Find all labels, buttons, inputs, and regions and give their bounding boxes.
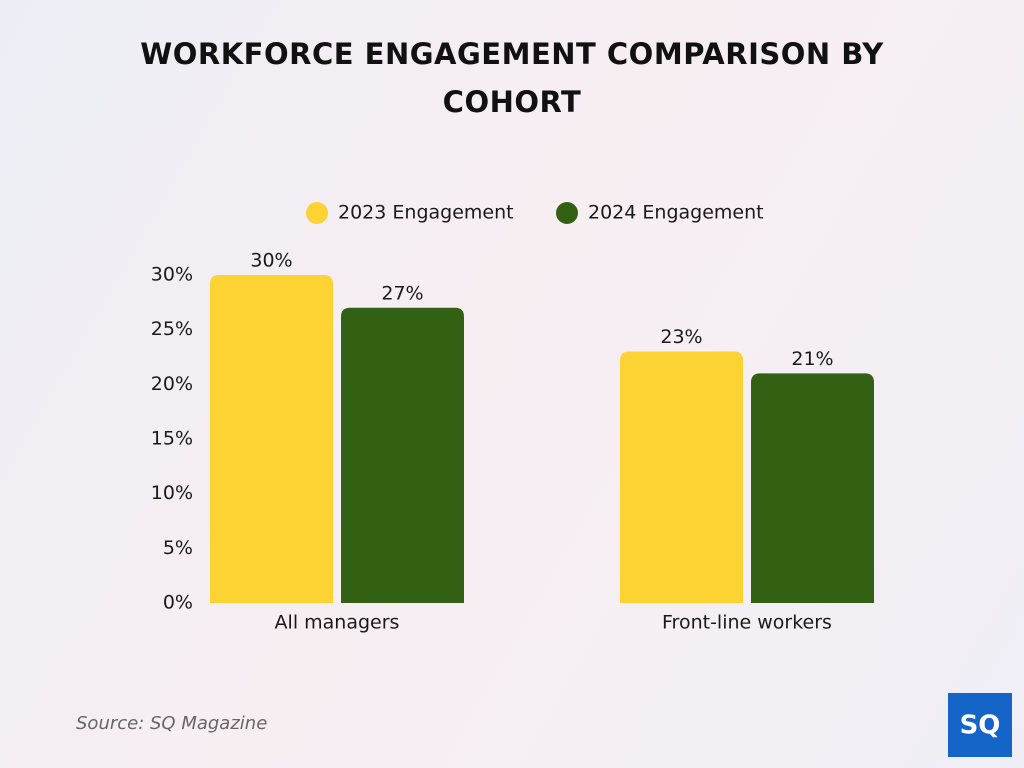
- legend-swatch: [306, 202, 328, 224]
- y-tick-label: 10%: [151, 482, 193, 504]
- y-tick-label: 20%: [151, 373, 193, 395]
- y-tick-label: 5%: [163, 537, 193, 559]
- bar: [620, 351, 743, 603]
- y-tick-label: 0%: [163, 592, 193, 614]
- y-tick-label: 30%: [151, 264, 193, 286]
- x-tick-label: Front-line workers: [662, 612, 832, 634]
- chart-title: WORKFORCE ENGAGEMENT COMPARISON BY COHOR…: [140, 37, 884, 119]
- source: Source: SQ Magazine: [76, 713, 267, 734]
- bar: [341, 307, 464, 603]
- bar: [751, 373, 874, 603]
- logo-box: [948, 693, 1012, 757]
- logo: SQ: [960, 711, 1001, 741]
- value-label: 27%: [381, 282, 423, 304]
- bar: [210, 275, 333, 603]
- legend-label: 2024 Engagement: [588, 202, 764, 224]
- value-label: 21%: [791, 348, 833, 370]
- x-tick-label: All managers: [275, 612, 400, 634]
- y-tick-label: 15%: [151, 428, 193, 450]
- legend-swatch: [556, 202, 578, 224]
- legend-label: 2023 Engagement: [338, 202, 514, 224]
- value-label: 30%: [250, 250, 292, 272]
- y-tick-label: 25%: [151, 318, 193, 340]
- value-label: 23%: [660, 326, 702, 348]
